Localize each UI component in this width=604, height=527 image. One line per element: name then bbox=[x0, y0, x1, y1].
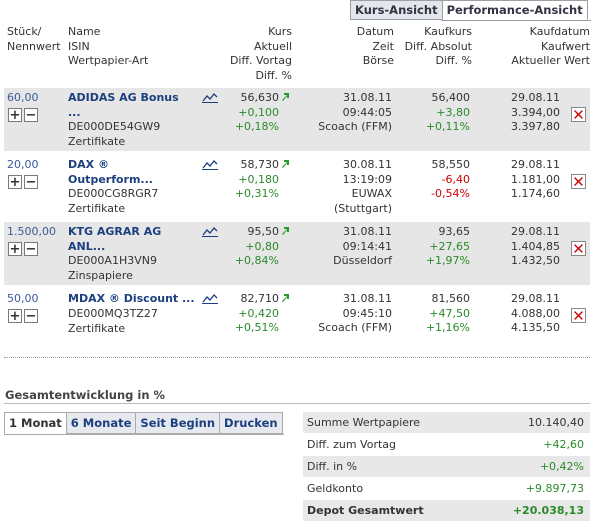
arrow-up-green-icon bbox=[282, 93, 289, 101]
delete-x-icon[interactable] bbox=[571, 241, 586, 256]
plus-icon[interactable]: + bbox=[8, 108, 22, 123]
isin-type: DE000CG8RGR7 Zertifikate bbox=[68, 187, 159, 215]
tab-6-monate[interactable]: 6 Monate bbox=[65, 412, 137, 434]
quantity-link[interactable]: 20,00 bbox=[7, 158, 39, 171]
security-name-link[interactable]: DAX ® Outperform... bbox=[68, 158, 153, 186]
security-name-link[interactable]: KTG AGRAR AG ANL... bbox=[68, 225, 162, 253]
chart-line-icon[interactable] bbox=[202, 293, 218, 304]
plus-icon[interactable]: + bbox=[8, 242, 22, 257]
kurs-values: 82,710 +0,420 +0,51% bbox=[235, 292, 290, 336]
summary-value: 10.140,40 bbox=[528, 416, 584, 429]
header-kaufkurs: Kaufkurs Diff. Absolut Diff. % bbox=[404, 25, 472, 67]
quantity-link[interactable]: 60,00 bbox=[7, 91, 39, 104]
view-tabs: Kurs-Ansicht Performance-Ansicht bbox=[350, 0, 588, 20]
security-name-link[interactable]: ADIDAS AG Bonus... bbox=[68, 91, 179, 119]
tab-drucken[interactable]: Drucken bbox=[219, 412, 283, 434]
table-row: 50,00 + − MDAX ® Discount ... DE000MQ3TZ27 Ze… bbox=[4, 289, 590, 352]
kurs-values: 58,730 +0,180 +0,31% bbox=[235, 158, 290, 202]
summary-row-summe: Summe Wertpapiere 10.140,40 bbox=[303, 412, 590, 433]
header-kurs: Kurs Aktuell Diff. Vortag Diff. % bbox=[229, 25, 292, 82]
summary-row-diff-pct: Diff. in % +0,42% bbox=[303, 456, 590, 477]
summary-label: Depot Gesamtwert bbox=[307, 504, 424, 517]
plus-icon[interactable]: + bbox=[8, 309, 22, 324]
header-datum: Datum Zeit Börse bbox=[356, 25, 394, 67]
period-tabs-divider bbox=[4, 434, 284, 435]
security-name-link[interactable]: MDAX ® Discount ... bbox=[68, 292, 195, 305]
summary-row-diff-vortag: Diff. zum Vortag +42,60 bbox=[303, 434, 590, 455]
minus-icon[interactable]: − bbox=[24, 242, 38, 257]
tab-performance-ansicht[interactable]: Performance-Ansicht bbox=[441, 0, 588, 20]
arrow-up-green-icon bbox=[282, 227, 289, 235]
kaufkurs-values: 56,400 +3,80 +0,11% bbox=[425, 91, 470, 133]
kurs-values: 56,630 +0,100 +0,18% bbox=[235, 91, 290, 135]
delete-x-icon[interactable] bbox=[571, 107, 586, 122]
arrow-up-green-icon bbox=[282, 294, 289, 302]
quantity-stepper: + − bbox=[8, 175, 38, 189]
kaufdatum-values: 29.08.11 3.394,00 3.397,80 bbox=[511, 91, 560, 133]
isin-type: DE000DE54GW9 Zertifikate bbox=[68, 120, 161, 148]
quantity-stepper: + − bbox=[8, 309, 38, 323]
table-bottom-divider bbox=[4, 357, 590, 358]
header-stueck: Stück/Nennwert bbox=[7, 25, 61, 53]
gesamtentwicklung-title: Gesamtentwicklung in % bbox=[5, 388, 166, 402]
summary-row-geldkonto: Geldkonto +9.897,73 bbox=[303, 478, 590, 499]
tab-seit-beginn[interactable]: Seit Beginn bbox=[135, 412, 221, 434]
summary-label: Geldkonto bbox=[307, 482, 364, 495]
summary-label: Diff. zum Vortag bbox=[307, 438, 397, 451]
chart-line-icon[interactable] bbox=[202, 226, 218, 237]
header-name: Name ISIN Wertpapier-Art bbox=[68, 25, 149, 67]
tab-kurs-ansicht[interactable]: Kurs-Ansicht bbox=[350, 0, 443, 20]
table-row: 60,00 + − ADIDAS AG Bonus... DE000DE54GW9 Zer… bbox=[4, 88, 590, 151]
isin-type: DE000MQ3TZ27 Zertifikate bbox=[68, 307, 158, 335]
tabs-divider bbox=[441, 20, 591, 21]
summary-value: +20.038,13 bbox=[512, 504, 584, 517]
minus-icon[interactable]: − bbox=[24, 175, 38, 190]
kaufdatum-values: 29.08.11 1.404,85 1.432,50 bbox=[511, 225, 560, 267]
table-row: 1.500,00 + − KTG AGRAR AG ANL... DE000A1H3VN9… bbox=[4, 222, 590, 285]
quantity-stepper: + − bbox=[8, 108, 38, 122]
quantity-stepper: + − bbox=[8, 242, 38, 256]
plus-icon[interactable]: + bbox=[8, 175, 22, 190]
delete-x-icon[interactable] bbox=[571, 308, 586, 323]
arrow-up-green-icon bbox=[282, 160, 289, 168]
header-kaufdatum: Kaufdatum Kaufwert Aktueller Wert bbox=[511, 25, 590, 67]
summary-value: +9.897,73 bbox=[525, 482, 584, 495]
kaufdatum-values: 29.08.11 1.181,00 1.174,60 bbox=[511, 158, 560, 200]
chart-line-icon[interactable] bbox=[202, 92, 218, 103]
summary-label: Summe Wertpapiere bbox=[307, 416, 421, 429]
datum-values: 31.08.11 09:14:41 Düsseldorf bbox=[333, 225, 392, 267]
minus-icon[interactable]: − bbox=[24, 309, 38, 324]
quantity-link[interactable]: 50,00 bbox=[7, 292, 39, 305]
datum-values: 31.08.11 09:44:05 Scoach (FFM) bbox=[318, 91, 392, 133]
quantity-link[interactable]: 1.500,00 bbox=[7, 225, 56, 238]
kaufkurs-values: 58,550 -6,40 -0,54% bbox=[431, 158, 470, 200]
chart-line-icon[interactable] bbox=[202, 159, 218, 170]
summary-value: +42,60 bbox=[543, 438, 584, 451]
gesamt-divider bbox=[4, 403, 590, 404]
kaufkurs-values: 81,560 +47,50 +1,16% bbox=[425, 292, 470, 334]
summary-label: Diff. in % bbox=[307, 460, 358, 473]
table-row: 20,00 + − DAX ® Outperform... DE000CG8RGR7 Zer… bbox=[4, 155, 590, 218]
kurs-values: 95,50 +0,80 +0,84% bbox=[235, 225, 290, 269]
datum-values: 31.08.11 09:45:10 Scoach (FFM) bbox=[318, 292, 392, 334]
kaufdatum-values: 29.08.11 4.088,00 4.135,50 bbox=[511, 292, 560, 334]
delete-x-icon[interactable] bbox=[571, 174, 586, 189]
minus-icon[interactable]: − bbox=[24, 108, 38, 123]
isin-type: DE000A1H3VN9 Zinspapiere bbox=[68, 254, 157, 282]
summary-value: +0,42% bbox=[539, 460, 584, 473]
summary-table: Summe Wertpapiere 10.140,40 Diff. zum Vo… bbox=[303, 412, 590, 522]
tab-1-monat[interactable]: 1 Monat bbox=[4, 412, 67, 434]
kaufkurs-values: 93,65 +27,65 +1,97% bbox=[425, 225, 470, 267]
datum-values: 30.08.11 13:19:09 EUWAX (Stuttgart) bbox=[333, 158, 392, 215]
summary-row-depot-gesamtwert: Depot Gesamtwert +20.038,13 bbox=[303, 500, 590, 521]
period-tabs: 1 Monat 6 Monate Seit Beginn Drucken bbox=[4, 412, 283, 434]
